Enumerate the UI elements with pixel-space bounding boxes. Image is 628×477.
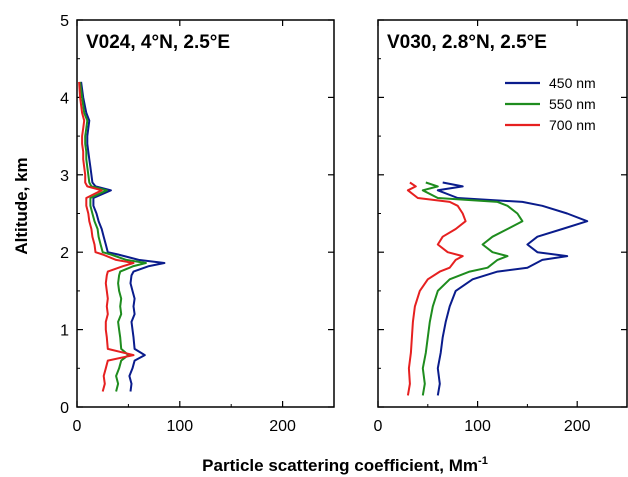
panel-title: V030, 2.8°N, 2.5°E (387, 32, 547, 53)
y-tick-label: 0 (60, 400, 69, 417)
legend-label: 550 nm (549, 96, 596, 112)
y-tick-label: 4 (60, 90, 69, 107)
legend-label: 450 nm (549, 75, 596, 91)
series-line-450-nm (436, 181, 589, 396)
y-tick-label: 3 (60, 168, 69, 185)
y-tick-label: 5 (60, 13, 69, 30)
x-tick-label: 100 (464, 418, 491, 435)
panel-right: 0 100 200 V030, 2.8°N, 2.5°E 450 nm 550 nm 700… (374, 19, 628, 435)
y-tick-label: 2 (60, 245, 69, 262)
x-tick-label: 0 (374, 418, 383, 435)
x-tick-label: 0 (73, 418, 82, 435)
plot-frame (76, 19, 335, 408)
series-line-700-nm (78, 81, 135, 392)
series-line-450-nm (80, 81, 166, 392)
x-tick-label: 200 (269, 418, 296, 435)
panel-title: V024, 4°N, 2.5°E (86, 32, 230, 53)
y-axis-label: Altitude, km (12, 157, 31, 254)
x-tick-label: 200 (564, 418, 591, 435)
legend-label: 700 nm (549, 117, 596, 133)
x-tick-label: 100 (166, 418, 193, 435)
x-axis-label: Particle scattering coefficient, Mm-1 (202, 455, 488, 475)
y-tick-label: 1 (60, 323, 69, 340)
series-line-550-nm (79, 81, 147, 392)
series-line-700-nm (406, 181, 467, 396)
panel-left: 0 100 200 0 1 2 3 4 5 V024, 4°N, 2.5°E (60, 13, 335, 435)
series-line-550-nm (421, 181, 524, 396)
